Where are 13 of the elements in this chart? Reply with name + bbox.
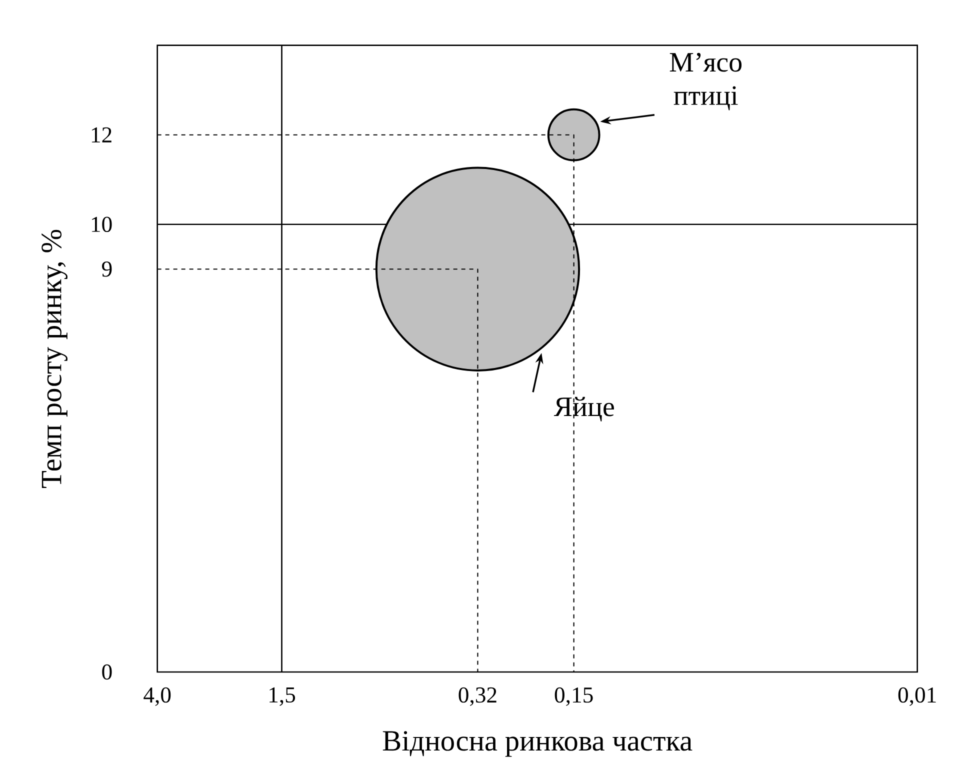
y-tick-label: 12	[92, 128, 112, 143]
y-tick-label: 10	[92, 216, 112, 232]
y-tick-label: 9	[102, 262, 112, 277]
annotation: М’ясо птиці	[670, 53, 742, 110]
x-tick-label: 1,5	[270, 688, 296, 706]
x-tick-label: 0,01	[898, 688, 936, 706]
x-tick-label: 4,0	[144, 688, 171, 706]
y-axis-title: Темп росту ринку, %	[42, 230, 68, 488]
annotation: Яйце	[554, 397, 614, 422]
x-axis-title: Відносна ринкова частка	[382, 731, 692, 757]
y-tick-label: 0	[102, 664, 112, 680]
x-tick-label: 0,32	[458, 688, 496, 706]
x-tick-label: 0,15	[554, 688, 593, 706]
